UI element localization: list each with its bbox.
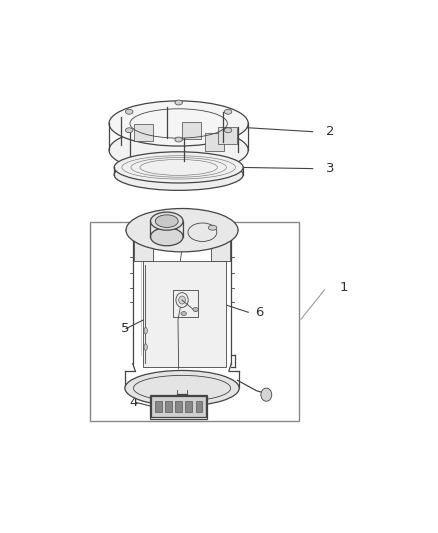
Bar <box>155 401 162 413</box>
Ellipse shape <box>126 109 133 114</box>
Bar <box>175 401 182 413</box>
Bar <box>152 397 206 417</box>
Ellipse shape <box>155 215 178 228</box>
Bar <box>185 401 192 413</box>
Bar <box>218 127 237 144</box>
Ellipse shape <box>126 128 133 133</box>
Text: 3: 3 <box>326 162 335 175</box>
Ellipse shape <box>144 327 147 334</box>
Ellipse shape <box>208 225 217 230</box>
Ellipse shape <box>175 100 182 105</box>
Circle shape <box>261 388 272 401</box>
Ellipse shape <box>175 137 182 142</box>
Bar <box>90 222 299 421</box>
Text: 6: 6 <box>255 306 263 319</box>
Text: 1: 1 <box>340 281 348 294</box>
Bar <box>150 395 207 418</box>
Ellipse shape <box>151 212 183 230</box>
Ellipse shape <box>193 308 198 311</box>
Ellipse shape <box>144 344 147 350</box>
Bar <box>173 290 198 317</box>
Ellipse shape <box>125 370 239 406</box>
Ellipse shape <box>224 109 232 114</box>
Ellipse shape <box>181 311 187 316</box>
Bar <box>211 236 230 261</box>
Text: 5: 5 <box>121 322 130 335</box>
Bar <box>143 261 226 367</box>
Bar <box>205 133 223 151</box>
Ellipse shape <box>114 159 243 190</box>
Bar <box>134 124 153 141</box>
Bar <box>196 401 202 413</box>
Text: 2: 2 <box>326 125 335 138</box>
Ellipse shape <box>109 127 248 173</box>
Bar <box>182 122 201 139</box>
Bar <box>134 236 153 261</box>
Bar <box>165 401 172 413</box>
Ellipse shape <box>224 128 232 133</box>
Ellipse shape <box>109 101 248 146</box>
Ellipse shape <box>151 228 183 246</box>
Ellipse shape <box>126 208 238 252</box>
Ellipse shape <box>114 152 243 183</box>
Circle shape <box>179 296 185 304</box>
Text: 4: 4 <box>130 396 138 409</box>
